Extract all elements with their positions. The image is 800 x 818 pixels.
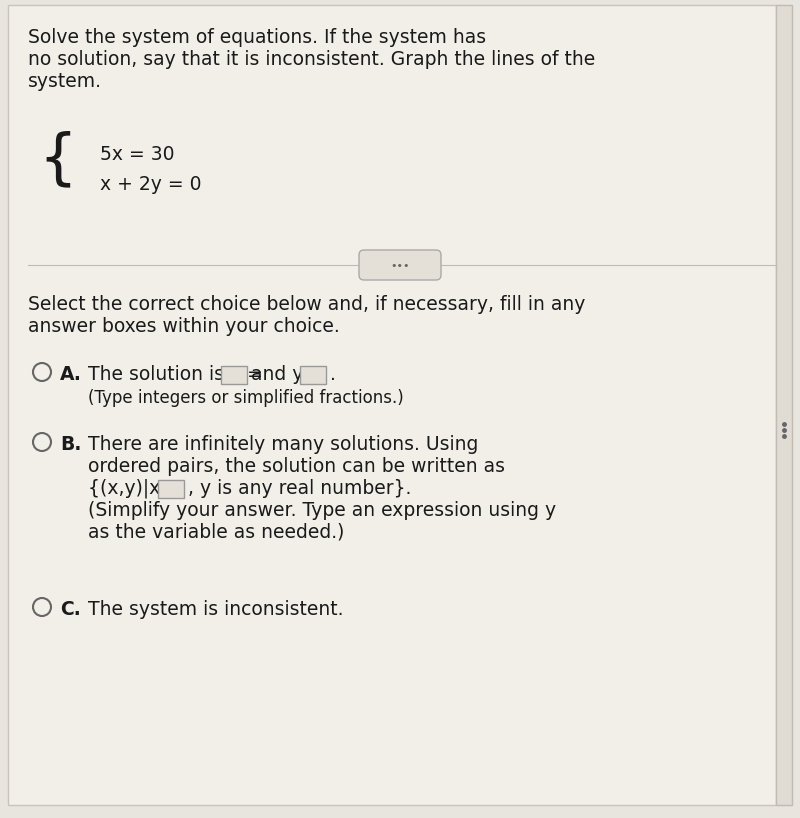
Text: no solution, say that it is inconsistent. Graph the lines of the: no solution, say that it is inconsistent… — [28, 50, 595, 69]
FancyBboxPatch shape — [8, 5, 776, 805]
Text: {(x,y)|x =: {(x,y)|x = — [88, 479, 182, 498]
FancyBboxPatch shape — [300, 366, 326, 384]
Text: There are infinitely many solutions. Using: There are infinitely many solutions. Usi… — [88, 435, 478, 454]
Text: ordered pairs, the solution can be written as: ordered pairs, the solution can be writt… — [88, 457, 505, 476]
Text: B.: B. — [60, 435, 82, 454]
Text: (Type integers or simplified fractions.): (Type integers or simplified fractions.) — [88, 389, 404, 407]
Text: (Simplify your answer. Type an expression using y: (Simplify your answer. Type an expressio… — [88, 501, 556, 520]
FancyBboxPatch shape — [158, 480, 184, 498]
Circle shape — [33, 433, 51, 451]
FancyBboxPatch shape — [359, 250, 441, 280]
Text: .: . — [330, 365, 336, 384]
Text: 5x = 30: 5x = 30 — [100, 145, 174, 164]
Text: The solution is x =: The solution is x = — [88, 365, 263, 384]
Text: {: { — [38, 130, 77, 189]
Text: x + 2y = 0: x + 2y = 0 — [100, 175, 202, 194]
Text: Solve the system of equations. If the system has: Solve the system of equations. If the sy… — [28, 28, 486, 47]
Text: •••: ••• — [390, 261, 410, 271]
Text: Select the correct choice below and, if necessary, fill in any: Select the correct choice below and, if … — [28, 295, 586, 314]
Text: C.: C. — [60, 600, 81, 619]
Text: , y is any real number}.: , y is any real number}. — [188, 479, 411, 498]
Text: and y =: and y = — [251, 365, 325, 384]
Circle shape — [33, 363, 51, 381]
Bar — [776, 5, 792, 805]
Text: answer boxes within your choice.: answer boxes within your choice. — [28, 317, 340, 336]
Text: system.: system. — [28, 72, 102, 91]
Text: A.: A. — [60, 365, 82, 384]
FancyBboxPatch shape — [221, 366, 247, 384]
Text: The system is inconsistent.: The system is inconsistent. — [88, 600, 343, 619]
Text: as the variable as needed.): as the variable as needed.) — [88, 523, 344, 542]
Circle shape — [33, 598, 51, 616]
